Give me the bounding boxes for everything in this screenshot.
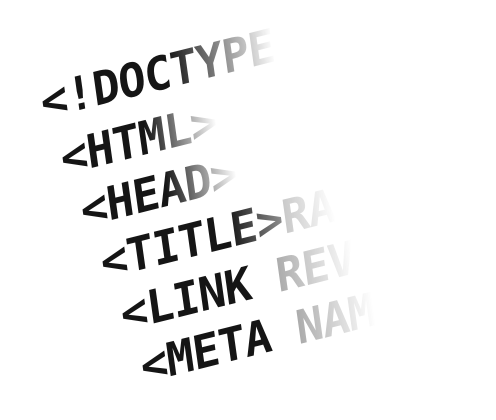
title-content: RA (278, 178, 338, 245)
